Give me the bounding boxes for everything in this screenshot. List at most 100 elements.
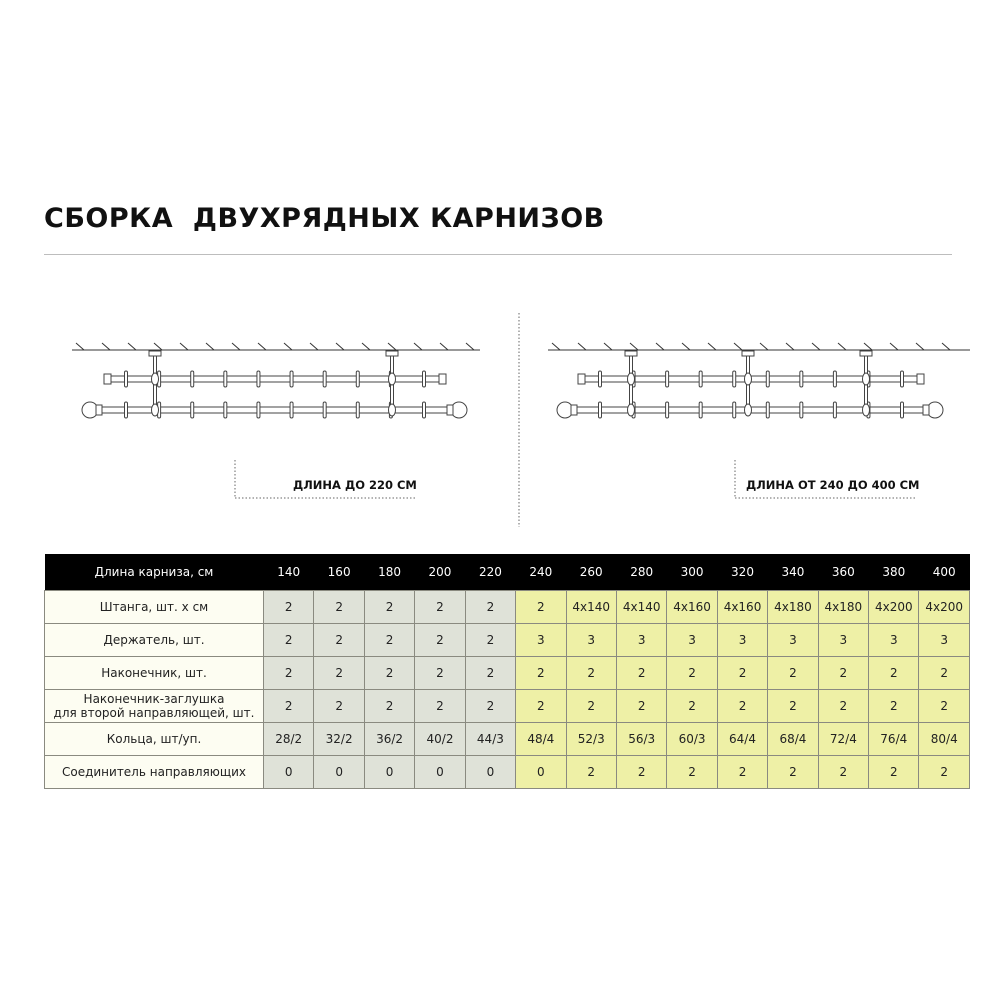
table-cell: 3 [615,623,668,657]
table-cell: 60/3 [666,722,718,756]
table-cell: 2 [565,689,617,723]
table-cell: 2 [313,623,365,657]
table-cell: 2 [565,755,617,789]
table-cell: 2 [363,590,416,624]
table-cell: 52/3 [565,722,617,756]
ring [223,370,228,388]
end-cap [103,373,112,385]
table-cell: 2 [464,623,517,657]
ceiling-hatch [127,342,137,351]
finial-neck [446,404,454,416]
holder-clamp [151,372,159,386]
holder-clamp [388,372,396,386]
finial-neck [922,404,930,416]
table-cell: 28/2 [262,722,315,756]
holder-plate [859,350,873,357]
ring [289,370,294,388]
table-cell: 2 [767,755,819,789]
header-length: 240 [515,554,567,591]
row-label: Держатель, шт. [44,623,264,657]
table-cell: 2 [464,656,517,690]
table-cell: 2 [716,689,769,723]
ceiling-hatch [101,342,111,351]
ring [124,370,128,388]
table-cell: 2 [565,656,617,690]
ring [832,401,837,419]
table-cell: 2 [262,689,315,723]
ring [665,401,670,419]
table-cell: 3 [716,623,769,657]
ring [256,401,261,419]
table-cell: 2 [515,590,567,624]
table-cell: 2 [817,755,870,789]
ceiling-hatch [413,342,423,351]
ceiling-hatch [205,342,215,351]
ceiling-hatch [629,342,639,351]
ring [322,401,327,419]
table-cell: 2 [414,623,466,657]
ceiling-hatch [179,342,189,351]
header-length: 380 [868,554,919,591]
ceiling-hatch [361,342,371,351]
ring [223,401,228,419]
table-cell: 2 [817,689,870,723]
ceiling-hatch [577,342,587,351]
ceiling-hatch [707,342,717,351]
table-cell: 2 [464,689,517,723]
table-cell: 2 [918,656,970,690]
holder-clamp [627,403,635,417]
table-row: Держатель, шт. 2 2 2 2 2 3 3 3 3 3 3 3 3 3 [44,623,970,657]
row-label: Наконечник-заглушка для второй направляю… [44,689,264,723]
table-cell: 2 [414,590,466,624]
table-cell: 3 [565,623,617,657]
ring [289,401,294,419]
table-cell: 0 [464,755,517,789]
header-length: 140 [263,554,314,591]
ring [422,401,426,419]
ceiling-hatch [837,342,847,351]
header-label: Длина карниза, см [44,554,264,591]
ceiling-hatch [889,342,899,351]
table-cell: 44/3 [464,722,517,756]
table-cell: 4х160 [716,590,769,624]
table-cell: 2 [918,755,970,789]
ring [422,370,426,388]
table-cell: 2 [262,590,315,624]
table-cell: 3 [918,623,970,657]
table-cell: 2 [868,755,920,789]
ceiling-hatch [465,342,475,351]
table-cell: 2 [615,656,668,690]
table-cell: 0 [313,755,365,789]
table-cell: 2 [868,689,920,723]
header-length: 180 [364,554,415,591]
ceiling-hatch [655,342,665,351]
holder-plate [148,350,162,357]
ceiling-hatch [335,342,345,351]
ceiling-hatch [257,342,267,351]
table-cell: 2 [515,656,567,690]
table-cell: 2 [868,656,920,690]
table-cell: 2 [615,755,668,789]
header-length: 360 [818,554,869,591]
ring [698,401,703,419]
ceiling-hatch [387,342,397,351]
ceiling-hatch [785,342,795,351]
cornice-diagrams [72,313,970,527]
end-cap [916,373,925,385]
ring [190,401,195,419]
ring [765,401,770,419]
table-cell: 2 [313,689,365,723]
table-cell: 3 [868,623,920,657]
ring [832,370,837,388]
holder-clamp [862,372,870,386]
ring [732,370,737,388]
table-cell: 2 [313,656,365,690]
table-cell: 2 [414,656,466,690]
ring [598,370,602,388]
table-cell: 72/4 [817,722,870,756]
finial-neck [95,404,103,416]
table-header-row: Длина карниза, см 140 160 180 200 220 240 260 28… [44,554,970,591]
holder-clamp [862,403,870,417]
table-cell: 4х140 [565,590,617,624]
table-cell: 2 [767,656,819,690]
